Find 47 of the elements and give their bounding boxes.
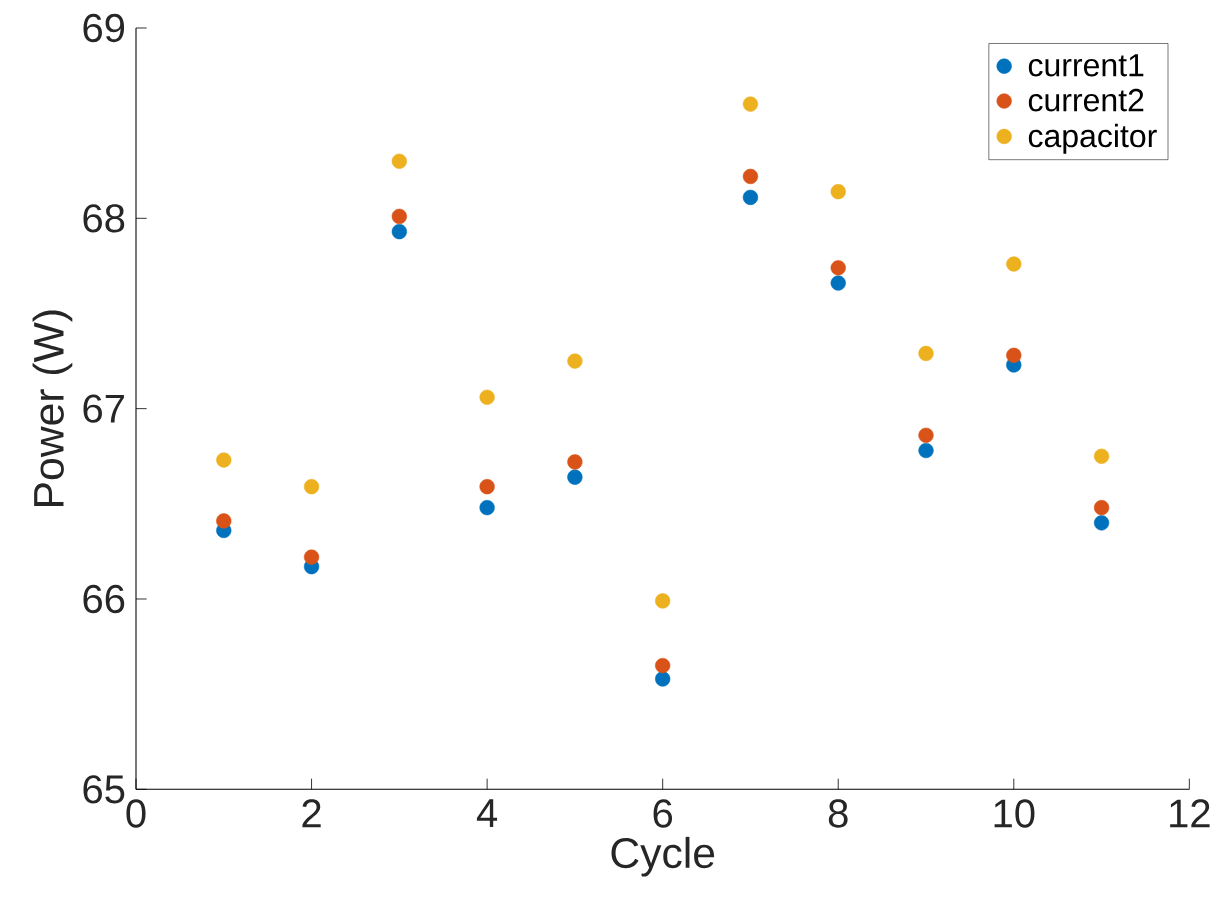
point (918, 427, 934, 444)
point (655, 593, 671, 609)
x-tick-label: 6 (653, 799, 673, 828)
point (567, 353, 583, 369)
point (303, 549, 320, 565)
point (479, 500, 495, 516)
point (303, 479, 320, 495)
y-tick-label: 65 (83, 775, 125, 804)
y-tick-label: 69 (83, 13, 125, 43)
point (479, 389, 495, 406)
point (655, 671, 671, 687)
point (391, 224, 407, 240)
point (1093, 515, 1110, 531)
point (918, 443, 934, 459)
y-tick-label: 68 (83, 204, 125, 233)
point (391, 208, 407, 225)
point (1006, 347, 1022, 364)
point (830, 260, 846, 276)
point (830, 275, 846, 291)
point (918, 346, 934, 362)
y-tick-label: 67 (83, 394, 124, 423)
legend-label: current2 (1028, 89, 1144, 112)
y-axis-title: Power (W) (32, 310, 73, 507)
x-axis-title: Cycle (611, 837, 715, 877)
x-tick-label: 10 (994, 799, 1035, 828)
point (216, 513, 232, 529)
legend-label: current1 (1028, 54, 1144, 77)
point (830, 184, 846, 200)
x-tick-label: 4 (476, 799, 498, 828)
x-tick-label: 12 (1170, 799, 1210, 828)
point (567, 469, 583, 485)
y-tick-label: 66 (83, 584, 125, 614)
x-tick-label: 2 (302, 799, 321, 828)
point (1093, 500, 1110, 516)
x-tick-label: 8 (828, 799, 848, 828)
point (479, 479, 495, 495)
point (391, 153, 407, 169)
legend-label: capacitor (1028, 124, 1157, 154)
point (567, 454, 583, 470)
point (742, 96, 759, 112)
point (1093, 448, 1110, 465)
point (1006, 256, 1022, 272)
point (742, 189, 759, 206)
point (216, 452, 232, 468)
point (655, 658, 671, 674)
x-tick-label: 0 (126, 799, 146, 828)
point (742, 169, 759, 185)
